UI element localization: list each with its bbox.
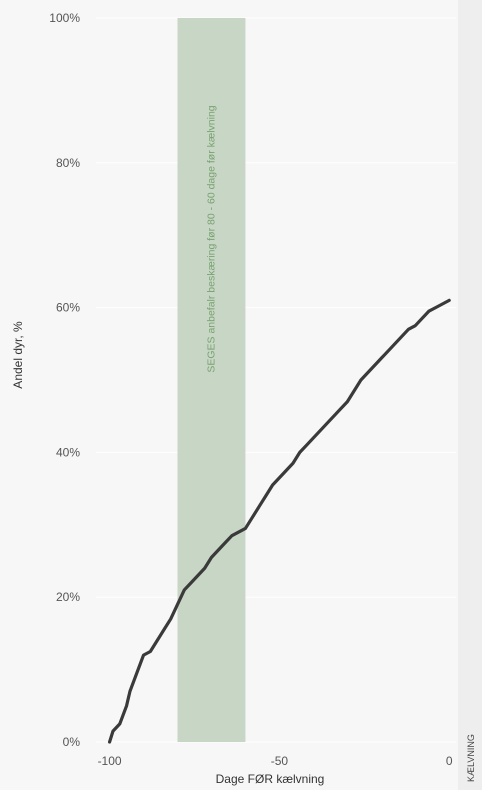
y-tick-label-4: 80%: [56, 156, 80, 170]
series-line-0: [107, 298, 451, 744]
x-tick-label-1: -50: [271, 754, 289, 768]
y-tick-label-1: 20%: [56, 590, 80, 604]
y-tick-label-5: 100%: [49, 11, 80, 25]
y-tick-label-3: 60%: [56, 301, 80, 315]
side-label: KÆLVNING: [466, 734, 476, 782]
y-axis-title: Andel dyr, %: [11, 321, 25, 389]
band-label: SEGES anbefalr beskæring før 80 - 60 dag…: [205, 105, 217, 372]
side-strip: [458, 0, 482, 790]
x-tick-label-0: -100: [98, 754, 122, 768]
y-tick-label-2: 40%: [56, 445, 80, 459]
y-tick-label-0: 0%: [63, 735, 81, 749]
x-tick-label-2: 0: [446, 754, 453, 768]
x-axis-title: Dage FØR kælvning: [216, 772, 325, 786]
recommendation-band: [177, 18, 246, 742]
